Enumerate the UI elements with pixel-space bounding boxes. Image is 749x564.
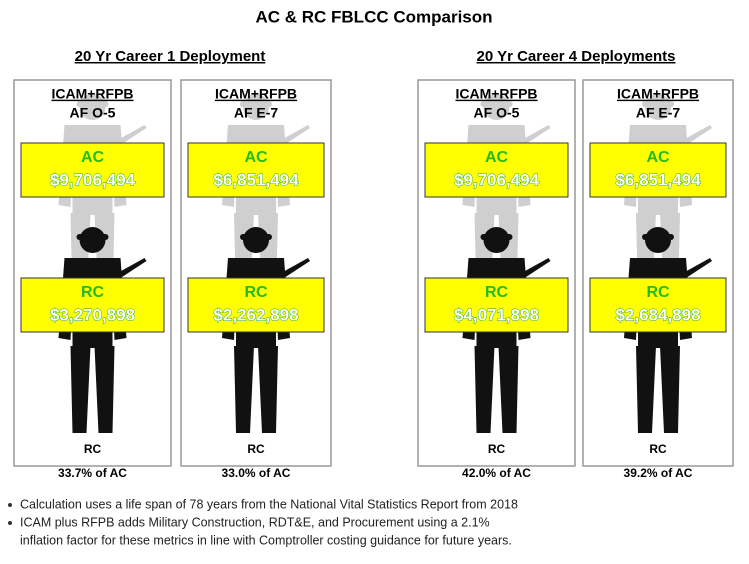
rc-label: RC [485, 284, 509, 301]
rc-tag: RC [488, 442, 506, 456]
bullet-text: ICAM plus RFPB adds Military Constructio… [20, 515, 490, 529]
helmet [240, 234, 272, 240]
rc-tag: RC [649, 442, 667, 456]
rc-value: $3,270,898 [50, 305, 135, 324]
ac-value: $6,851,494 [615, 170, 701, 189]
rc-tag: RC [247, 442, 265, 456]
ac-label: AC [244, 149, 268, 166]
panel-grade: AF O-5 [474, 105, 520, 121]
ac-value: $9,706,494 [454, 170, 540, 189]
rc-value: $4,071,898 [454, 305, 539, 324]
panel-grade: AF E-7 [234, 105, 279, 121]
rc-value: $2,262,898 [213, 305, 298, 324]
percent-of-ac: 42.0% of AC [462, 466, 531, 480]
ac-value: $6,851,494 [213, 170, 299, 189]
panel-grade: AF E-7 [636, 105, 681, 121]
percent-of-ac: 39.2% of AC [624, 466, 693, 480]
ac-value: $9,706,494 [50, 170, 136, 189]
infographic: AC & RC FBLCC Comparison 20 Yr Career 1 … [0, 0, 749, 564]
ac-label: AC [646, 149, 670, 166]
panel-grade: AF O-5 [70, 105, 116, 121]
rc-label: RC [244, 284, 268, 301]
bullet-text: inflation factor for these metrics in li… [20, 533, 512, 547]
rc-label: RC [646, 284, 670, 301]
panel-header: ICAM+RFPB [617, 86, 699, 102]
helmet [481, 234, 513, 240]
group-heading: 20 Yr Career 1 Deployment [75, 48, 266, 65]
rc-value: $2,684,898 [615, 305, 700, 324]
panel-header: ICAM+RFPB [51, 86, 133, 102]
helmet [642, 234, 674, 240]
rc-tag: RC [84, 442, 102, 456]
ac-label: AC [81, 149, 105, 166]
percent-of-ac: 33.7% of AC [58, 466, 127, 480]
ac-label: AC [485, 149, 509, 166]
helmet [77, 234, 109, 240]
rc-label: RC [81, 284, 105, 301]
percent-of-ac: 33.0% of AC [222, 466, 291, 480]
panel-header: ICAM+RFPB [455, 86, 537, 102]
group-heading: 20 Yr Career 4 Deployments [477, 48, 676, 65]
bullet-text: Calculation uses a life span of 78 years… [20, 497, 518, 511]
panel-header: ICAM+RFPB [215, 86, 297, 102]
bullet-dot [8, 503, 12, 507]
bullet-dot [8, 521, 12, 525]
title: AC & RC FBLCC Comparison [255, 7, 492, 26]
